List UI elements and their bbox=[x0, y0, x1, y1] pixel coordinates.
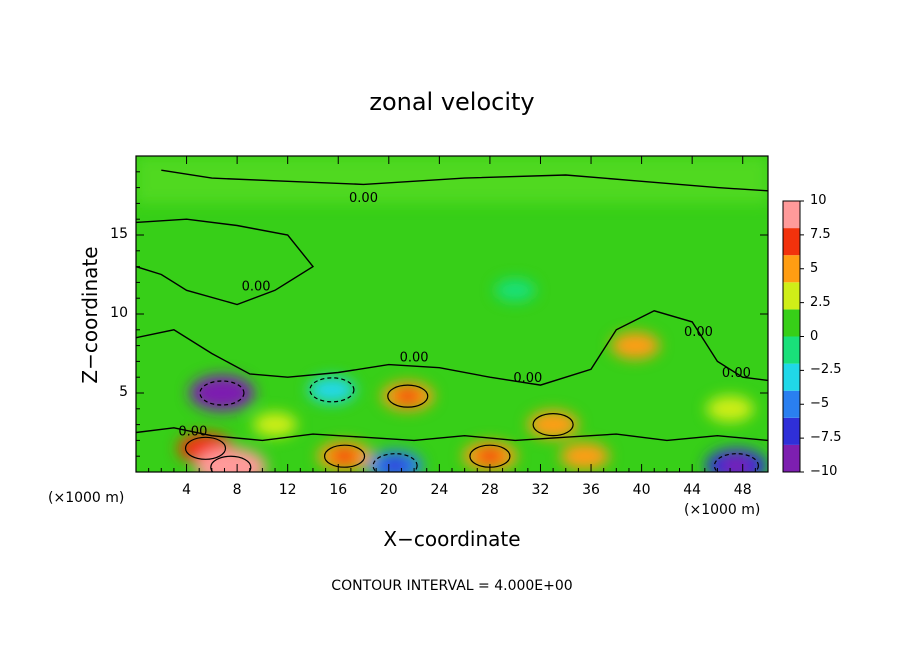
field-feature-core bbox=[212, 456, 249, 472]
contour-label: 0.00 bbox=[178, 425, 207, 440]
upper-band bbox=[136, 156, 768, 204]
x-tick-label: 28 bbox=[480, 482, 499, 498]
field-feature-core bbox=[476, 448, 503, 464]
chart-title: zonal velocity bbox=[369, 88, 535, 116]
contour-label: 0.00 bbox=[400, 350, 429, 365]
x-tick-label: 48 bbox=[733, 482, 752, 498]
colorbar-tick-label: 2.5 bbox=[810, 294, 831, 310]
field-feature bbox=[560, 442, 610, 470]
zero-contour-line bbox=[136, 218, 315, 306]
negative-contour bbox=[309, 377, 355, 403]
x-tick-label: 32 bbox=[531, 482, 550, 498]
y-tick-label: 10 bbox=[110, 305, 128, 321]
field-feature bbox=[308, 376, 356, 403]
colorbar-tick-label: −5 bbox=[810, 396, 830, 412]
field-feature bbox=[610, 332, 660, 360]
x-tick-label: 36 bbox=[582, 482, 600, 498]
colorbar-tick-label: 10 bbox=[810, 193, 827, 208]
colorbar-tick-label: 0 bbox=[810, 328, 819, 344]
x-unit-right: (×1000 m) bbox=[684, 502, 761, 518]
x-tick-label: 8 bbox=[232, 482, 242, 498]
contour-label: 0.00 bbox=[722, 366, 751, 381]
colorbar-segment bbox=[783, 390, 800, 418]
contour-label: 0.00 bbox=[242, 279, 271, 294]
field-feature-core bbox=[331, 448, 358, 464]
field-feature bbox=[253, 412, 298, 437]
negative-contour bbox=[372, 453, 418, 472]
contour-label: 0.00 bbox=[684, 325, 713, 340]
field-feature-core bbox=[395, 388, 421, 404]
contour-label: 0.00 bbox=[349, 191, 378, 206]
x-tick-label: 40 bbox=[632, 482, 651, 498]
field-feature-core bbox=[541, 417, 566, 432]
colorbar-segment bbox=[783, 201, 800, 229]
colorbar-segment bbox=[783, 336, 800, 364]
x-axis-label: X−coordinate bbox=[383, 527, 521, 551]
field-feature-core bbox=[205, 383, 239, 403]
colorbar-tick-label: −10 bbox=[810, 464, 838, 479]
positive-contour bbox=[323, 444, 366, 468]
field-feature-core bbox=[381, 457, 409, 472]
x-tick-label: 44 bbox=[683, 482, 702, 498]
x-tick-label: 24 bbox=[430, 482, 449, 498]
colorbar-segment bbox=[783, 444, 800, 472]
colorbar-tick-label: −2.5 bbox=[810, 362, 842, 378]
zero-contour-line bbox=[136, 427, 768, 442]
x-tick-label: 12 bbox=[278, 482, 297, 498]
y-tick-label: 15 bbox=[110, 226, 128, 242]
positive-contour bbox=[532, 413, 574, 437]
colorbar-segment bbox=[783, 282, 800, 310]
negative-contour bbox=[713, 453, 759, 472]
positive-contour bbox=[184, 436, 227, 460]
colorbar-tick-label: −7.5 bbox=[810, 430, 842, 446]
colorbar-tick-label: 7.5 bbox=[810, 226, 831, 242]
contour-label: 0.00 bbox=[513, 371, 542, 386]
colorbar-segment bbox=[783, 417, 800, 445]
x-tick-label: 16 bbox=[329, 482, 348, 498]
positive-contour bbox=[387, 384, 429, 408]
field-layer: 0.00 0.00 0.00 0.00 0.00 0.00 0.00 bbox=[136, 156, 768, 472]
zero-contour-line bbox=[161, 169, 768, 192]
colorbar-segment bbox=[783, 228, 800, 256]
field-feature bbox=[494, 278, 536, 302]
colorbar-segment bbox=[783, 255, 800, 283]
colorbar-segment bbox=[783, 309, 800, 337]
positive-contour bbox=[210, 455, 252, 472]
y-tick-label: 5 bbox=[119, 384, 128, 400]
contour-interval-note: CONTOUR INTERVAL = 4.000E+00 bbox=[331, 578, 573, 594]
x-tick-label: 20 bbox=[379, 482, 398, 498]
negative-contour bbox=[199, 380, 245, 406]
x-unit-left: (×1000 m) bbox=[48, 490, 125, 506]
zero-contour-line bbox=[136, 310, 768, 386]
x-tick-label: 4 bbox=[182, 482, 191, 498]
colorbar-tick-label: 5 bbox=[810, 260, 819, 276]
colorbar-segment bbox=[783, 363, 800, 391]
field-feature-core bbox=[721, 456, 752, 472]
field-feature bbox=[706, 395, 754, 422]
